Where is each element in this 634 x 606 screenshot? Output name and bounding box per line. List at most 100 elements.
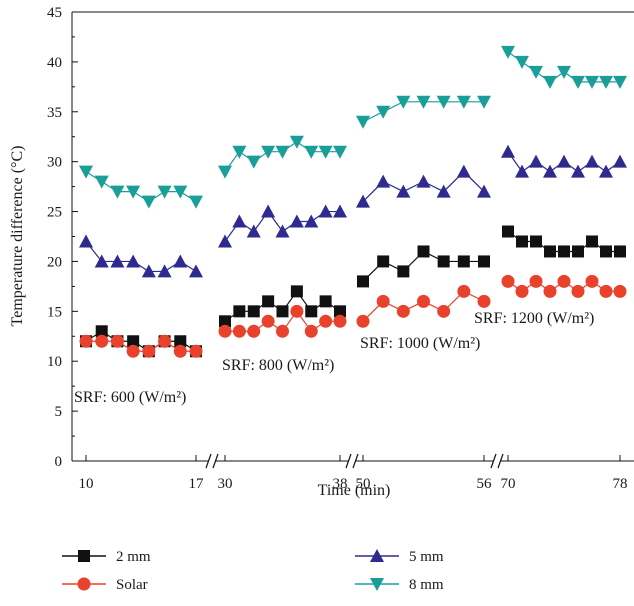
y-tick-label: 5 [55,404,63,420]
y-tick-label: 40 [47,55,62,71]
legend-label: 8 mm [409,577,444,593]
y-tick-label: 10 [47,354,62,370]
data-point-triangle-up [376,174,391,188]
data-point-triangle-up [543,164,557,178]
data-point-circle [529,274,543,288]
data-point-square [247,305,260,318]
data-point-triangle-down [477,95,491,109]
data-point-triangle-down [261,145,276,159]
data-point-square [78,550,90,562]
data-point-triangle-up [110,254,125,268]
data-point-triangle-down [515,55,529,69]
series-8mm [218,135,347,179]
data-point-triangle-down [126,185,141,199]
legend-item: 2 mm [62,549,151,565]
legend-label: 2 mm [116,549,151,565]
series-solar [356,284,491,328]
data-point-triangle-down [275,145,290,159]
x-tick-label: 17 [189,476,205,492]
data-point-circle [77,577,91,591]
data-point-triangle-up [477,184,491,198]
data-point-square [600,245,612,258]
data-point-triangle-up [246,224,261,238]
data-point-circle [276,324,289,338]
axis-break-slash [352,453,359,469]
series-solar [79,334,203,358]
axis-break-slash [497,453,504,469]
axis-break-slash [345,453,352,469]
data-point-circle [319,314,333,328]
data-point-triangle-up [370,549,384,562]
data-point-triangle-up [529,154,543,168]
segment-1: 10 17 SRF: 600 (W/m²) [74,165,205,492]
y-tick-label: 45 [47,5,62,21]
axis-break-mark [345,453,359,469]
data-point-triangle-up [94,254,109,268]
data-point-triangle-up [456,164,471,178]
series-8mm [356,95,491,129]
data-point-square [174,335,187,348]
series-5mm [79,234,203,278]
series-2mm [357,245,490,288]
data-point-square [417,245,430,258]
data-point-triangle-up [157,264,172,278]
data-point-triangle-down [79,165,93,179]
x-tick-label: 70 [501,476,516,492]
axis-break-slash [212,453,219,469]
segment-4: 70 78 SRF: 1200 (W/m²) [474,45,628,492]
series-8mm [501,45,627,89]
data-point-square [319,295,332,308]
legend: 2 mm Solar 5 mm 8 mm [62,549,444,593]
data-point-triangle-up [501,144,515,158]
data-point-triangle-up [571,164,585,178]
series-solar [501,274,627,298]
data-point-circle [79,334,93,348]
data-point-circle [457,284,471,298]
data-point-square [502,225,514,238]
data-point-square [219,315,231,328]
data-point-circle [501,274,515,288]
x-tick-label: 38 [333,476,348,492]
data-point-triangle-down [289,135,304,149]
axis-break-slash [490,453,497,469]
data-point-square [478,255,490,268]
data-point-circle [396,304,410,318]
data-point-square [397,265,410,278]
data-point-circle [477,294,491,308]
axis-break-mark [205,453,219,469]
data-point-triangle-up [232,214,247,228]
data-point-triangle-up [289,214,304,228]
data-point-triangle-down [141,195,156,209]
legend-label: Solar [116,577,148,593]
data-point-triangle-down [396,95,411,109]
data-point-triangle-down [246,155,261,169]
legend-label: 5 mm [409,549,444,565]
y-tick-label: 0 [55,454,63,470]
data-point-triangle-down [304,145,319,159]
series-8mm [79,165,203,209]
data-point-triangle-up [396,184,411,198]
data-point-triangle-up [275,224,290,238]
data-point-square [530,235,542,248]
data-point-square [127,335,140,348]
data-point-triangle-down [189,195,203,209]
data-point-triangle-down [613,75,627,89]
data-point-circle [585,274,599,288]
data-point-circle [232,324,246,338]
data-point-triangle-down [356,115,370,129]
data-point-triangle-up [333,204,347,218]
data-point-square [357,275,369,288]
data-point-square [572,245,584,258]
data-point-circle [261,314,275,328]
data-point-triangle-down [232,145,247,159]
data-point-square [305,305,318,318]
data-point-circle [333,314,347,328]
data-point-circle [437,304,451,318]
segment-3: 50 56 SRF: 1000 (W/m²) [356,95,492,492]
series-5mm [218,204,347,248]
data-point-circle [417,294,430,308]
data-point-triangle-up [416,174,431,188]
data-point-circle [110,334,124,348]
